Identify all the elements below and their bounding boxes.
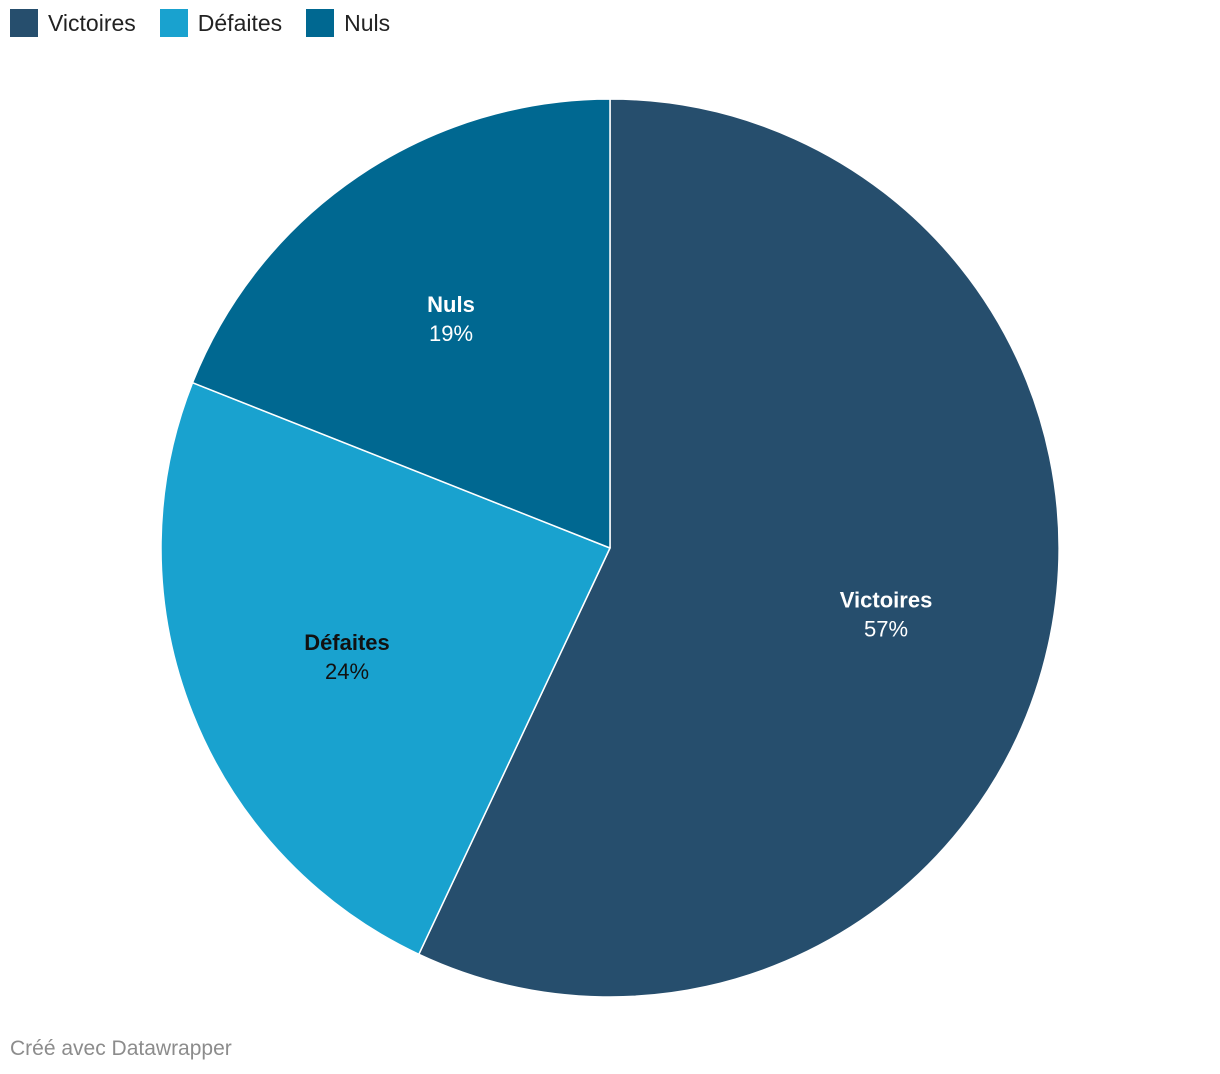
pie-slice-nuls [191, 98, 611, 549]
legend-item-victoires: Victoires [10, 9, 136, 37]
legend-swatch-defaites [159, 9, 188, 37]
slice-value-victoires: 57% [864, 617, 908, 642]
slice-label-victoires: Victoires [840, 588, 933, 613]
slice-label-defaites: Défaites [304, 630, 390, 655]
legend-swatch-victoires [10, 9, 38, 37]
legend: Victoires Défaites Nuls [10, 9, 390, 37]
pie-slice-defaites [160, 381, 611, 956]
footer-credit: Créé avec Datawrapper [10, 1037, 232, 1060]
legend-item-nuls: Nuls [306, 9, 390, 37]
legend-label-defaites: Défaites [197, 10, 283, 36]
slice-value-nuls: 19% [429, 321, 473, 346]
legend-label-nuls: Nuls [344, 10, 391, 36]
legend-swatch-nuls [306, 9, 335, 37]
legend-label-victoires: Victoires [48, 10, 136, 36]
legend-item-defaites: Défaites [159, 9, 283, 37]
slice-label-nuls: Nuls [427, 292, 475, 317]
pie-slice-victoires [418, 98, 1060, 998]
slice-value-defaites: 24% [325, 659, 369, 684]
